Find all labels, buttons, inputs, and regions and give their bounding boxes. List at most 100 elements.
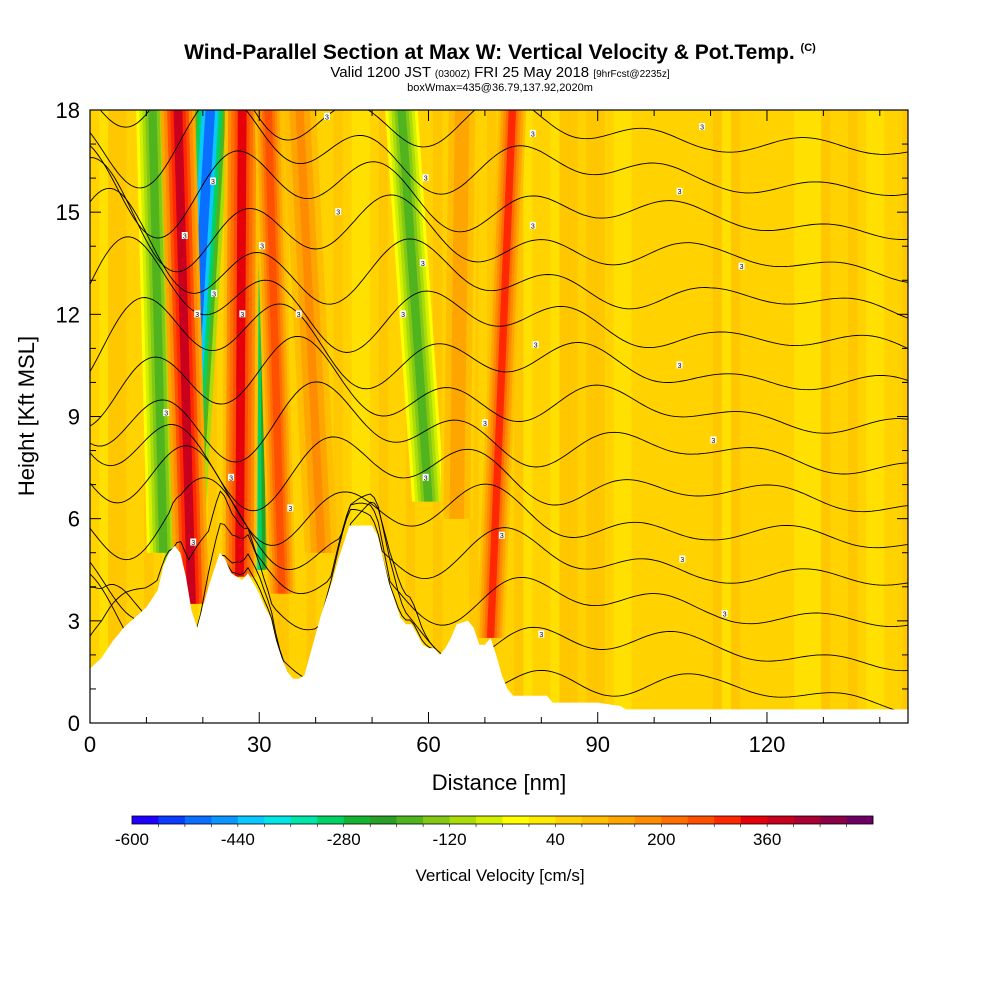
w-stripe <box>333 110 344 723</box>
w-stripe <box>775 110 786 723</box>
w-stripe <box>288 110 299 723</box>
contour-label: 3 <box>325 114 329 121</box>
contour-label: 3 <box>288 506 292 513</box>
x-axis: 0 30 60 90 120 <box>84 110 881 757</box>
chart-title-block: Wind-Parallel Section at Max W: Vertical… <box>0 36 1000 94</box>
x-tick-label: 0 <box>84 732 96 757</box>
w-stripe <box>568 110 578 723</box>
colorbar-swatch <box>476 816 503 824</box>
contour-label-bg <box>228 473 235 481</box>
w-stripe <box>631 110 642 723</box>
contour-label: 3 <box>260 244 264 251</box>
w-stripe <box>207 110 217 723</box>
w-stripe <box>117 110 127 723</box>
colorbar-tick-label: -280 <box>327 830 361 849</box>
contour-label: 3 <box>531 131 535 138</box>
contour-label-bg <box>194 310 201 318</box>
updraft-band <box>295 110 326 553</box>
theta-contour <box>90 187 908 319</box>
w-stripe <box>586 110 596 723</box>
contour-label: 3 <box>740 264 744 271</box>
w-stripe <box>135 110 145 723</box>
theta-contour <box>90 297 908 391</box>
colorbar-tick-label: -440 <box>221 830 255 849</box>
updraft-band <box>264 110 286 594</box>
y-tick-label: 3 <box>68 609 80 634</box>
w-stripe <box>342 110 353 723</box>
theta-contour <box>99 110 908 155</box>
colorbar-swatch <box>846 816 874 824</box>
contour-label: 3 <box>183 234 187 241</box>
downdraft-band <box>397 110 433 502</box>
colorbar-tick-label: 200 <box>647 830 675 849</box>
w-stripe <box>613 110 624 723</box>
updraft-band <box>486 110 517 638</box>
w-stripe <box>857 110 867 723</box>
y-tick-label: 15 <box>56 200 80 225</box>
contour-label: 3 <box>211 179 215 186</box>
x-tick-label: 60 <box>416 732 440 757</box>
w-stripe <box>523 110 533 723</box>
colorbar-swatch <box>184 816 212 824</box>
y-tick-label: 18 <box>56 98 80 123</box>
w-stripe <box>559 110 569 723</box>
contour-label-bg <box>498 531 505 539</box>
contour-label-bg <box>710 436 717 444</box>
colorbar-swatch <box>132 816 159 824</box>
w-stripe <box>640 110 651 723</box>
w-stripe <box>541 110 551 723</box>
w-stripe <box>649 110 660 723</box>
theta-contour <box>90 490 908 628</box>
colorbar-swatch <box>502 816 530 824</box>
contour-label: 3 <box>711 438 715 445</box>
theta-contour <box>90 335 908 434</box>
theta-contour <box>90 381 908 475</box>
w-stripe <box>848 110 858 723</box>
w-stripe <box>216 110 226 723</box>
colorbar-tick-label: 40 <box>546 830 565 849</box>
valid-prefix: Valid 1200 JST <box>330 64 431 81</box>
colorbar-swatch <box>237 816 265 824</box>
colorbar-swatch <box>528 816 556 824</box>
contour-label-bg <box>323 112 330 120</box>
w-stripe <box>803 110 813 723</box>
theta-contours <box>90 110 908 723</box>
contour-label-bg <box>181 232 188 240</box>
w-stripe <box>378 110 389 723</box>
contour-label-bg <box>676 187 683 195</box>
y-tick-label: 12 <box>56 302 80 327</box>
contour-label-bg <box>419 259 426 267</box>
w-stripe <box>812 110 822 723</box>
colorbar-swatch <box>343 816 371 824</box>
x-tick-label: 30 <box>247 732 271 757</box>
contour-label: 3 <box>229 475 233 482</box>
w-stripe <box>360 110 371 723</box>
contour-label-bg <box>163 409 170 417</box>
theta-contour <box>90 445 908 549</box>
theta-contour <box>90 493 908 672</box>
y-axis-label: Height [Kft MSL] <box>14 336 39 496</box>
w-stripe <box>595 110 605 723</box>
contour-label: 3 <box>424 176 428 183</box>
colorbar-swatch <box>820 816 847 824</box>
contour-label-bg <box>335 208 342 216</box>
contour-labels: 3 3 3 3 3 3 3 3 3 3 3 3 3 3 3 3 3 3 3 3 3 3 3 3 3 3 3 3 3 3 <box>163 112 745 639</box>
terrain-mask <box>90 525 908 723</box>
contour-label: 3 <box>534 342 538 349</box>
contour-label: 3 <box>212 291 216 298</box>
contour-label: 3 <box>678 363 682 370</box>
w-stripe <box>766 110 777 723</box>
chart-title: Wind-Parallel Section at Max W: Vertical… <box>0 36 1000 65</box>
w-stripe <box>875 110 885 723</box>
w-stripe <box>514 110 524 723</box>
w-stripe <box>108 110 118 723</box>
downdraft-band <box>148 110 168 553</box>
contour-label: 3 <box>164 411 168 418</box>
contour-label: 3 <box>424 475 428 482</box>
theta-contour <box>90 145 908 240</box>
w-stripe <box>884 110 894 723</box>
w-stripe <box>478 110 488 723</box>
theta-contour <box>90 236 908 353</box>
contour-label-bg <box>295 310 302 318</box>
